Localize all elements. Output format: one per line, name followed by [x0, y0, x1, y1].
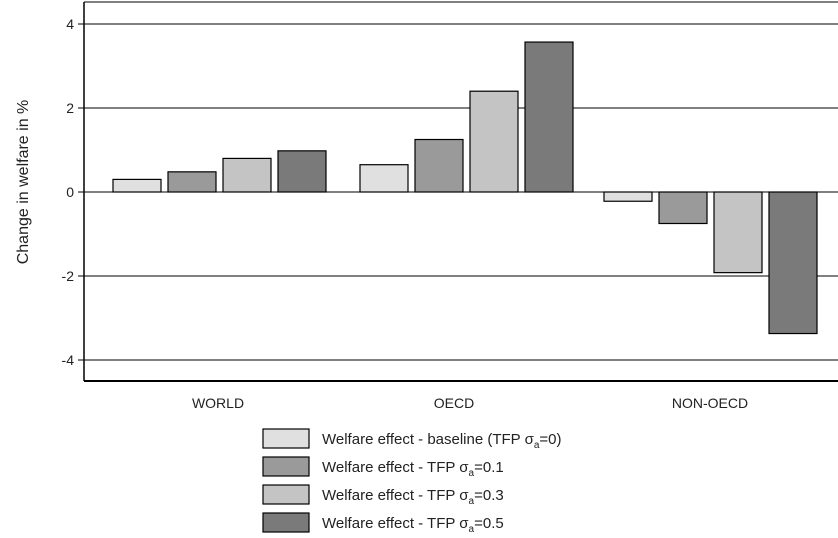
y-tick-label-3: -2 [62, 268, 75, 284]
y-axis-label: Change in welfare in % [15, 100, 32, 265]
legend-label-1: Welfare effect - baseline (TFP σa=0) [322, 431, 562, 451]
bar-world-series-3 [222, 157, 272, 193]
legend-swatch-2 [262, 456, 310, 477]
bar-world-series-2 [167, 171, 217, 193]
y-tick-labels: 4 2 0 -2 -4 [62, 16, 84, 368]
bar-oecd-series-3 [469, 90, 519, 193]
legend-label-3: Welfare effect - TFP σa=0.3 [322, 487, 504, 507]
category-label-non-oecd: NON-OECD [672, 395, 748, 411]
y-tick-label-0: 4 [66, 16, 74, 32]
bar-world-series-1 [112, 178, 162, 193]
legend-swatch-1 [262, 428, 310, 449]
y-tick-label-2: 0 [66, 184, 74, 200]
legend-label-4: Welfare effect - TFP σa=0.5 [322, 515, 504, 535]
category-label-oecd: OECD [434, 395, 474, 411]
legend-label-2: Welfare effect - TFP σa=0.1 [322, 459, 504, 479]
bars [112, 41, 818, 335]
bar-non-oecd-series-4 [768, 191, 818, 335]
bar-non-oecd-series-3 [713, 191, 763, 274]
bar-oecd-series-1 [359, 164, 409, 193]
bar-world-series-4 [277, 150, 327, 193]
category-label-world: WORLD [192, 395, 244, 411]
bar-oecd-series-4 [524, 41, 574, 193]
legend-swatch-4 [262, 512, 310, 533]
bar-non-oecd-series-2 [658, 191, 708, 225]
bar-oecd-series-2 [414, 138, 464, 193]
category-labels: WORLD OECD NON-OECD [192, 395, 748, 411]
y-tick-label-1: 2 [66, 100, 74, 116]
y-tick-label-4: -4 [62, 352, 75, 368]
legend: Welfare effect - baseline (TFP σa=0) Welf… [262, 428, 562, 535]
bar-non-oecd-series-1 [603, 191, 653, 202]
legend-swatch-3 [262, 484, 310, 505]
